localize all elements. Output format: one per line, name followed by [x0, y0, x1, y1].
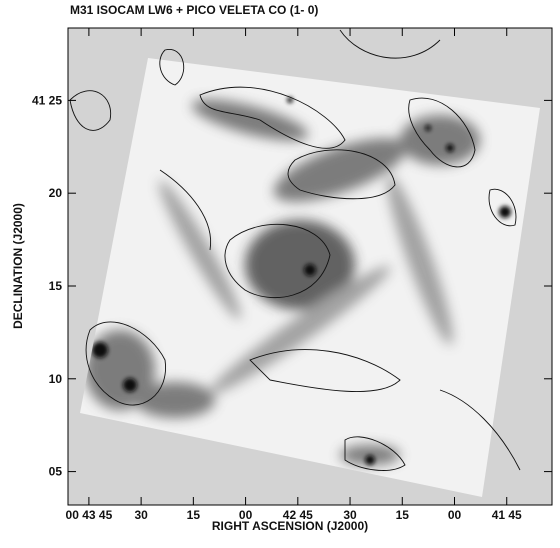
y-tick-label: 15	[49, 279, 63, 293]
co-contours	[69, 29, 521, 471]
x-tick-label: 30	[134, 508, 148, 522]
y-axis-label: DECLINATION (J2000)	[11, 203, 25, 329]
x-tick-label: 00	[239, 508, 253, 522]
x-tick-label: 42 45	[283, 508, 313, 522]
x-tick-label: 00	[448, 508, 462, 522]
y-tick-label: 20	[49, 186, 63, 200]
x-tick-label: 41 45	[492, 508, 522, 522]
y-tick-label: 10	[49, 372, 63, 386]
x-tick-label: 00 43 45	[66, 508, 113, 522]
chart-title: M31 ISOCAM LW6 + PICO VELETA CO (1- 0)	[70, 3, 318, 17]
x-axis-label: RIGHT ASCENSION (J2000)	[212, 519, 368, 533]
x-tick-label: 15	[396, 508, 410, 522]
x-tick-label: 15	[187, 508, 201, 522]
y-tick-label: 05	[49, 465, 63, 479]
x-tick-label: 30	[343, 508, 357, 522]
plot-frame	[67, 27, 553, 506]
y-tick-label: 41 25	[32, 93, 62, 107]
